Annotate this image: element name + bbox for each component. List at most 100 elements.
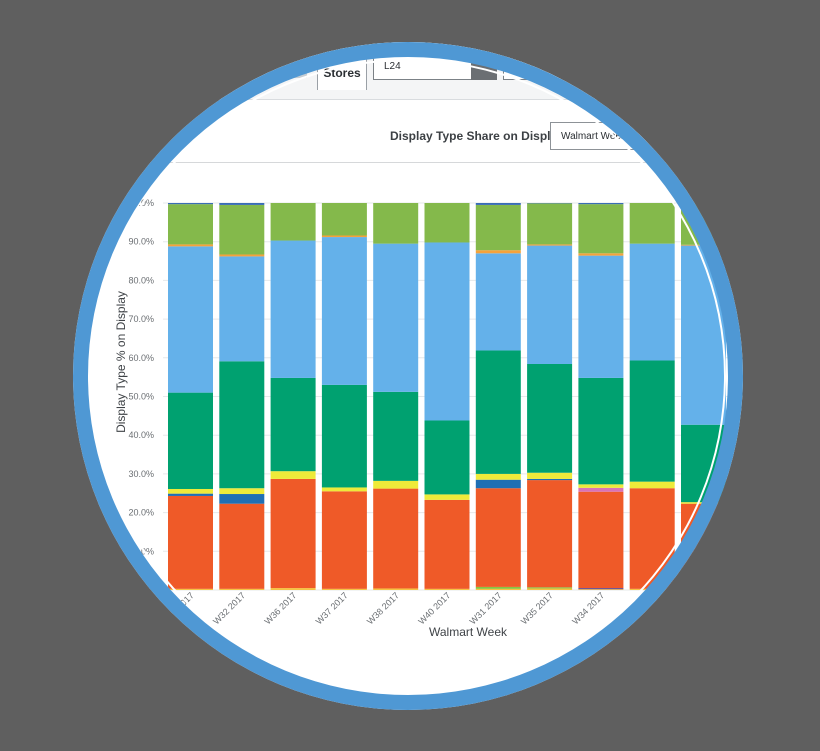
bar-segment[interactable] xyxy=(270,471,316,479)
toolbar-accent xyxy=(293,70,307,78)
bar-segment[interactable] xyxy=(527,363,573,473)
bar-segment[interactable] xyxy=(373,588,419,590)
bar-segment[interactable] xyxy=(475,203,521,205)
bar-segment[interactable] xyxy=(681,503,726,589)
bar-segment[interactable] xyxy=(219,588,265,590)
bar-segment[interactable] xyxy=(270,203,316,241)
bar-segment[interactable] xyxy=(527,203,573,245)
bar-segment[interactable] xyxy=(270,377,316,472)
bar-segment[interactable] xyxy=(168,204,213,245)
y-tick-label: 0.0% xyxy=(133,585,154,595)
bar-segment[interactable] xyxy=(475,586,521,589)
bar-segment[interactable] xyxy=(321,235,367,238)
bar-segment[interactable] xyxy=(475,473,521,480)
bar-segment[interactable] xyxy=(475,350,521,474)
bar-segment[interactable] xyxy=(527,478,573,481)
bar-segment[interactable] xyxy=(219,488,265,495)
bar-segment[interactable] xyxy=(424,420,470,495)
bar-segment[interactable] xyxy=(424,499,470,589)
bar-segment[interactable] xyxy=(527,244,573,246)
bar-segment[interactable] xyxy=(168,493,213,496)
bar-segment[interactable] xyxy=(681,588,726,590)
bar-segment[interactable] xyxy=(168,488,213,494)
bar-segment[interactable] xyxy=(475,250,521,254)
bar-segment[interactable] xyxy=(629,488,675,589)
bar-segment[interactable] xyxy=(321,237,367,385)
bar-segment[interactable] xyxy=(475,479,521,489)
bar-segment[interactable] xyxy=(578,487,624,492)
x-axis-title: Walmart Week xyxy=(429,625,508,639)
bar-segment[interactable] xyxy=(373,243,419,392)
bar-segment[interactable] xyxy=(373,391,419,481)
bar-segment[interactable] xyxy=(219,203,265,205)
bar-segment[interactable] xyxy=(424,494,470,500)
bar-segment[interactable] xyxy=(424,203,470,243)
week-grouping-select[interactable]: Walmart Week xyxy=(550,122,690,150)
bar-segment[interactable] xyxy=(168,588,213,590)
bar-segment[interactable] xyxy=(168,203,213,205)
bar-segment[interactable] xyxy=(629,243,675,361)
stores-button[interactable]: Stores xyxy=(317,56,367,90)
bar-segment[interactable] xyxy=(681,424,726,503)
bar-segment[interactable] xyxy=(475,588,521,590)
bar-segment[interactable] xyxy=(578,255,624,378)
bar-segment[interactable] xyxy=(168,244,213,247)
bar-segment[interactable] xyxy=(373,480,419,489)
bar-segment[interactable] xyxy=(629,588,675,590)
bar-segment[interactable] xyxy=(321,588,367,590)
bar-segment[interactable] xyxy=(168,392,213,489)
bar-segment[interactable] xyxy=(219,204,265,255)
bar-segment[interactable] xyxy=(578,588,624,590)
bar-segment[interactable] xyxy=(219,256,265,362)
bar-segment[interactable] xyxy=(373,203,419,244)
bar-segment[interactable] xyxy=(168,246,213,393)
bar-segment[interactable] xyxy=(475,253,521,351)
bar-segment[interactable] xyxy=(321,487,367,492)
bar-segment[interactable] xyxy=(578,253,624,256)
bar-segment[interactable] xyxy=(527,245,573,364)
x-tick-labels: W30 2017 W32 2017 W36 2017 W37 2017 W38 2017… xyxy=(160,590,709,626)
bar-segment[interactable] xyxy=(629,203,675,244)
bar-segment[interactable] xyxy=(578,484,624,488)
y-tick-label: 50.0% xyxy=(128,392,154,402)
bar-segment[interactable] xyxy=(681,244,726,246)
bar-segment[interactable] xyxy=(219,494,265,504)
bar-segment[interactable] xyxy=(219,361,265,489)
bar-segment[interactable] xyxy=(321,384,367,488)
y-tick-label: 40.0% xyxy=(128,430,154,440)
bar-segment[interactable] xyxy=(681,203,726,245)
bar-segment[interactable] xyxy=(578,589,624,590)
y-tick-labels: 0.0% 10.0% 20.0% 30.0% 40.0% 50.0% 60.0% 70.0% 8… xyxy=(123,198,154,595)
bar-segment[interactable] xyxy=(321,203,367,236)
bar-segment[interactable] xyxy=(475,488,521,587)
bar-segment[interactable] xyxy=(578,491,624,589)
bar-segment[interactable] xyxy=(270,478,316,589)
bar-segment[interactable] xyxy=(578,377,624,485)
bar-segment[interactable] xyxy=(578,204,624,254)
x-tick-label: W37 2017 xyxy=(314,590,350,626)
bar-segment[interactable] xyxy=(219,503,265,589)
bar-segment[interactable] xyxy=(168,495,213,589)
bar-segment[interactable] xyxy=(527,472,573,479)
bar-segment[interactable] xyxy=(629,360,675,482)
bar-segment[interactable] xyxy=(219,254,265,257)
bar-segment[interactable] xyxy=(424,242,470,421)
y-tick-label: 80.0% xyxy=(128,275,154,285)
bar-segment[interactable] xyxy=(681,245,726,425)
bar-segment[interactable] xyxy=(270,240,316,378)
bar-segment[interactable] xyxy=(527,587,573,589)
bar-segment[interactable] xyxy=(475,204,521,251)
bar-segment[interactable] xyxy=(270,588,316,590)
bar-segment[interactable] xyxy=(527,480,573,588)
bar-segment[interactable] xyxy=(681,502,726,504)
bar-segment[interactable] xyxy=(321,491,367,589)
x-tick-label: W33 2017 xyxy=(622,590,658,626)
bar-segment[interactable] xyxy=(578,203,624,205)
x-tick-label: W40 2017 xyxy=(416,590,452,626)
x-tick-label: W38 2017 xyxy=(365,590,401,626)
bar-segment[interactable] xyxy=(424,588,470,590)
bar-segment[interactable] xyxy=(373,488,419,589)
y-tick-label: 60.0% xyxy=(128,353,154,363)
bar-segment[interactable] xyxy=(527,588,573,590)
bar-segment[interactable] xyxy=(629,481,675,489)
